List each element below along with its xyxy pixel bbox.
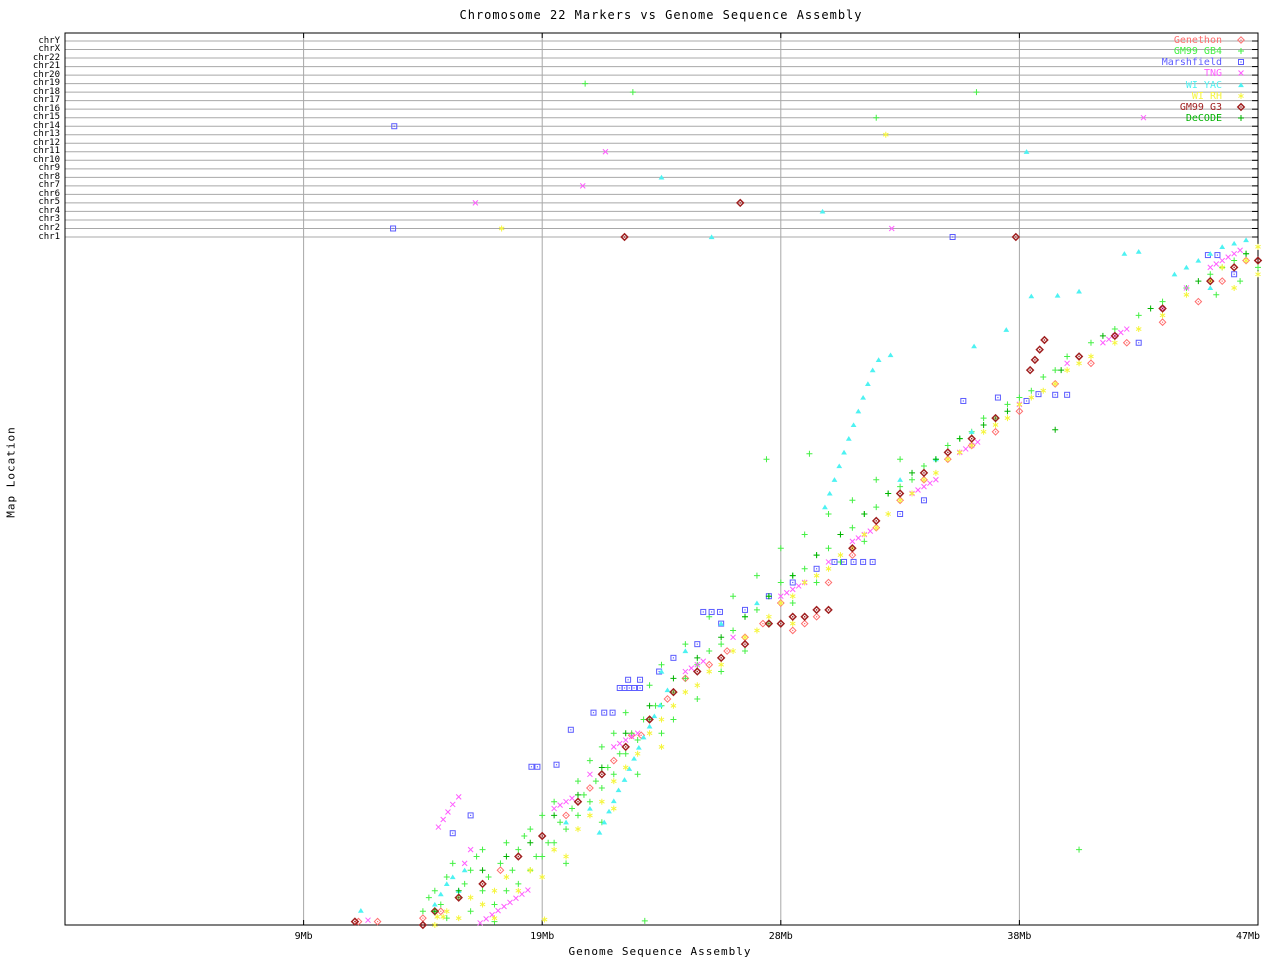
row-label-chr4: chr4 <box>38 205 60 216</box>
x-tick-label: 9Mb <box>294 931 313 942</box>
row-label-chr3: chr3 <box>38 214 60 225</box>
x-icon <box>1238 70 1244 77</box>
legend-label: WI YAC <box>1185 79 1222 91</box>
legend-label: DeCODE <box>1185 113 1222 125</box>
diamond-dark-icon <box>1236 102 1246 112</box>
row-label-chr9: chr9 <box>38 163 60 174</box>
legend: Genethon GM99 GB4 Marshfield TNG WI YAC WI RH… <box>1100 0 1256 130</box>
row-label-chr16: chr16 <box>32 103 60 114</box>
legend-label: GM99 G3 <box>1179 101 1222 113</box>
row-label-chr8: chr8 <box>38 171 60 182</box>
x-tick-label: 19Mb <box>530 931 555 942</box>
row-label-chr20: chr20 <box>32 69 60 80</box>
legend-item-decode: DeCODE <box>1100 114 1256 125</box>
row-label-chr13: chr13 <box>32 129 60 140</box>
x-axis-title: Genome Sequence Assembly <box>568 945 752 958</box>
legend-label: GM99 GB4 <box>1173 46 1222 58</box>
square-open-icon <box>1238 59 1244 66</box>
x-tick-label: 28Mb <box>768 931 793 942</box>
row-label-chr2: chr2 <box>38 222 60 233</box>
legend-label: Genethon <box>1173 35 1222 46</box>
row-label-chr21: chr21 <box>32 61 60 72</box>
row-label-chr11: chr11 <box>32 146 60 157</box>
legend-item-wi-rh: WI RH <box>1100 90 1256 103</box>
legend-item-genethon: Genethon <box>1100 36 1256 47</box>
row-label-chr18: chr18 <box>32 86 60 97</box>
row-label-chrY: chrY <box>38 35 60 46</box>
x-tick-label: 38Mb <box>1007 931 1032 942</box>
legend-item-wi-yac: WI YAC <box>1100 79 1256 92</box>
row-label-chrX: chrX <box>38 44 60 55</box>
row-label-chr6: chr6 <box>38 188 60 199</box>
legend-label: WI RH <box>1191 90 1222 102</box>
plus-icon <box>1238 115 1244 122</box>
legend-label: Marshfield <box>1161 57 1222 69</box>
legend-item-tng: TNG <box>1100 69 1256 80</box>
star-icon <box>1238 92 1244 99</box>
row-label-chr1: chr1 <box>38 231 60 242</box>
diamond-open-icon <box>1237 36 1245 44</box>
row-label-chr19: chr19 <box>32 78 60 89</box>
triangle-icon <box>1238 81 1244 87</box>
legend-item-gm99-g3: GM99 G3 <box>1100 101 1256 114</box>
plus-icon <box>1238 48 1244 55</box>
row-label-chr14: chr14 <box>32 120 60 131</box>
legend-item-gm99-gb4: GM99 GB4 <box>1100 47 1256 58</box>
row-label-chr12: chr12 <box>32 137 60 148</box>
row-label-chr22: chr22 <box>32 52 60 63</box>
row-label-chr10: chr10 <box>32 154 60 165</box>
row-label-chr7: chr7 <box>38 180 60 191</box>
row-label-chr15: chr15 <box>32 112 60 123</box>
legend-item-marshfield: Marshfield <box>1100 58 1256 69</box>
row-label-chr17: chr17 <box>32 95 60 106</box>
row-label-chr5: chr5 <box>38 197 60 208</box>
legend-label: TNG <box>1203 68 1222 80</box>
chart-title: Chromosome 22 Markers vs Genome Sequence… <box>459 8 863 22</box>
x-tick-label: 47Mb <box>1235 931 1261 942</box>
